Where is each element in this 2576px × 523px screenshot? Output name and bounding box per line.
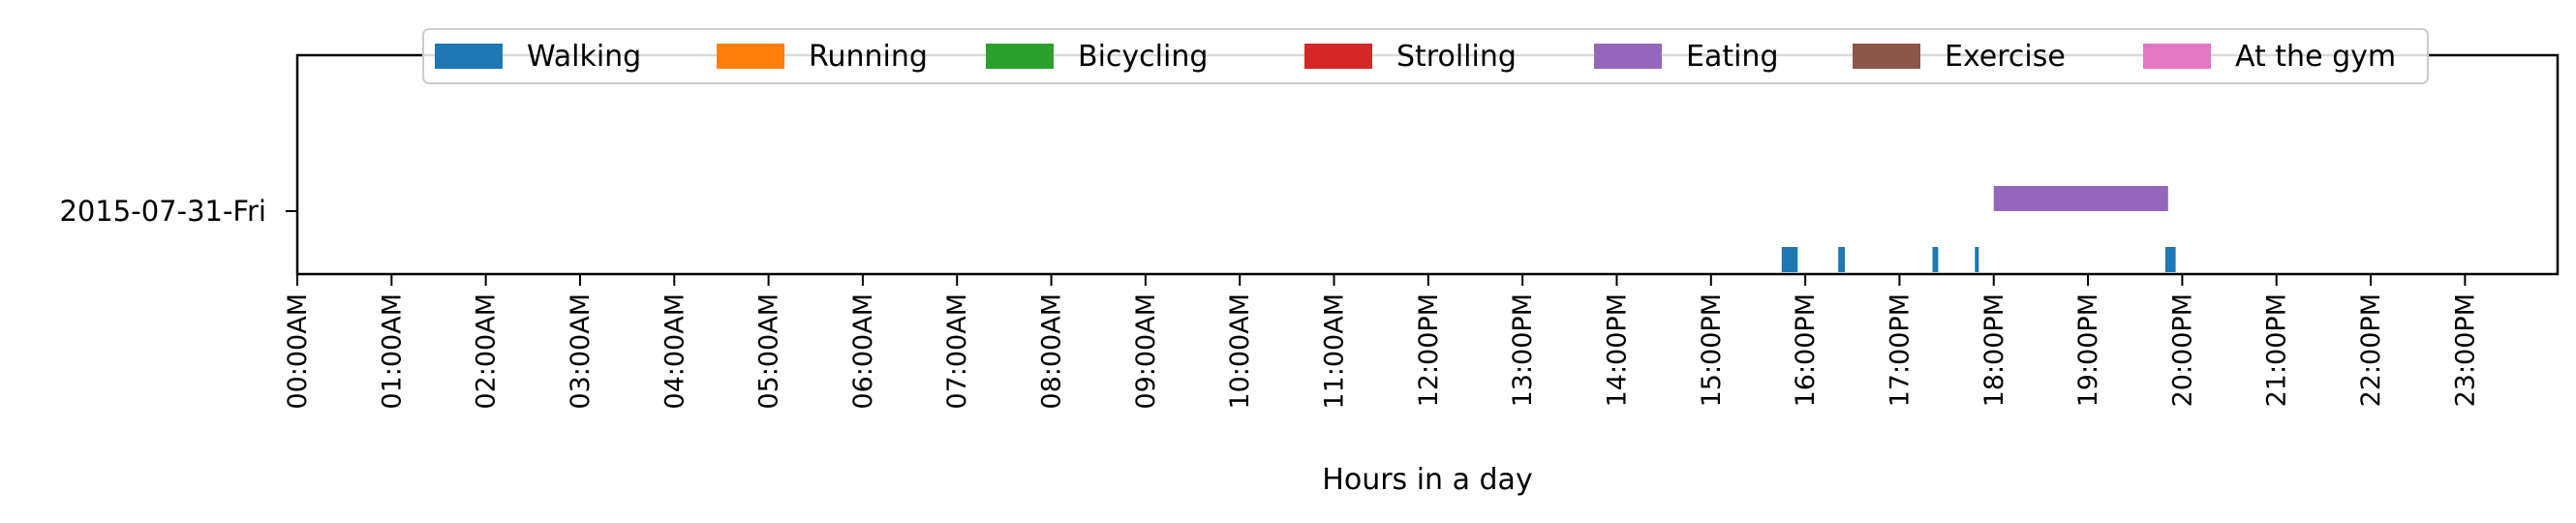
legend-swatch-strolling — [1304, 44, 1372, 69]
x-axis-label: Hours in a day — [1322, 463, 1532, 497]
x-tick-label: 03:00AM — [566, 293, 596, 410]
activity-bar-walking-1 — [1838, 247, 1845, 272]
x-tick-label: 13:00PM — [1508, 293, 1538, 407]
x-tick-label: 15:00PM — [1697, 293, 1727, 407]
x-tick-label: 22:00PM — [2356, 293, 2386, 407]
x-tick-label: 05:00AM — [754, 293, 784, 410]
x-tick-label: 19:00PM — [2073, 293, 2103, 407]
x-axis: 00:00AM 01:00AM 02:00AM 03:00AM 04:00AM 05:00… — [283, 274, 2480, 410]
bars-layer — [1781, 186, 2176, 272]
x-tick-label: 06:00AM — [848, 293, 878, 410]
x-tick-label: 21:00PM — [2262, 293, 2292, 407]
x-tick-label: 00:00AM — [283, 293, 313, 410]
activity-bar-walking-2 — [1932, 247, 1939, 272]
activity-bar-walking-0 — [1781, 247, 1798, 272]
legend-swatch-exercise — [1853, 44, 1920, 69]
y-axis: 2015-07-31-Fri — [59, 195, 297, 228]
legend-box — [422, 28, 2429, 84]
legend-swatch-running — [717, 44, 784, 69]
legend-swatch-walking — [435, 44, 503, 69]
plot-frame — [295, 53, 2560, 276]
x-tick-label: 09:00AM — [1131, 293, 1161, 410]
x-tick-label: 20:00PM — [2167, 293, 2197, 407]
x-tick-label: 12:00PM — [1414, 293, 1444, 407]
legend: Walking Running Bicycling Strolling Eating Ex… — [422, 28, 2429, 84]
legend-label-strolling: Strolling — [1396, 40, 1517, 74]
legend-swatch-at-the-gym — [2143, 44, 2211, 69]
x-tick-label: 08:00AM — [1037, 293, 1067, 410]
x-tick-label: 02:00AM — [472, 293, 502, 410]
activity-bar-eating-5 — [1993, 186, 2168, 211]
x-tick-label: 11:00AM — [1320, 293, 1350, 410]
legend-swatch-bicycling — [986, 44, 1054, 69]
y-tick-label: 2015-07-31-Fri — [59, 195, 266, 228]
legend-label-bicycling: Bicycling — [1078, 40, 1208, 74]
activity-bar-walking-3 — [1975, 247, 1979, 272]
legend-label-walking: Walking — [527, 40, 641, 74]
x-tick-label: 17:00PM — [1885, 293, 1915, 407]
x-tick-label: 07:00AM — [942, 293, 972, 410]
legend-label-exercise: Exercise — [1945, 40, 2066, 74]
legend-swatch-eating — [1594, 44, 1662, 69]
x-tick-label: 14:00PM — [1602, 293, 1632, 407]
x-tick-label: 01:00AM — [377, 293, 407, 410]
x-tick-label: 16:00PM — [1791, 293, 1821, 407]
activity-bar-walking-4 — [2164, 247, 2176, 272]
legend-label-eating: Eating — [1686, 40, 1779, 74]
x-tick-label: 04:00AM — [659, 293, 690, 410]
legend-label-at-the-gym: At the gym — [2235, 40, 2396, 74]
x-tick-label: 18:00PM — [1979, 293, 2009, 407]
x-tick-label: 10:00AM — [1225, 293, 1255, 410]
legend-label-running: Running — [809, 40, 928, 74]
x-tick-label: 23:00PM — [2450, 293, 2480, 407]
